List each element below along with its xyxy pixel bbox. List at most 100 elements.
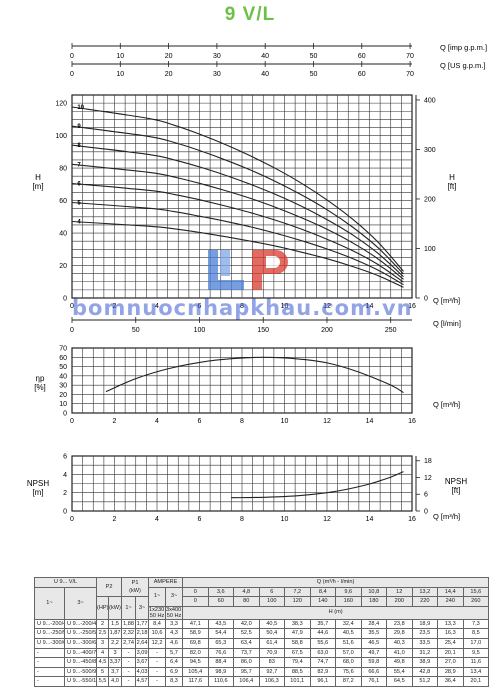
head-value-cell: 47,9 [284, 628, 311, 639]
head-value-cell: 106,3 [258, 676, 286, 687]
top-axis-tick-label: 10 [116, 53, 124, 60]
head-value-cell: 76,1 [360, 676, 388, 687]
head-value-cell: 98,9 [207, 666, 235, 678]
p1-3-cell: 4,57 [135, 676, 150, 687]
q-lmin-cell: 120 [284, 596, 311, 607]
right-tick-label: 6 [424, 492, 428, 499]
ampere-3-cell: 5,7 [165, 647, 184, 659]
ampere-1-sub-header: 1x230 V 50 Hz [148, 605, 167, 620]
h-unit-header: H (m) [182, 605, 490, 620]
head-value-cell: 88,5 [284, 666, 311, 678]
bottom-tick-label: 150 [257, 327, 269, 334]
q-m3h-cell: 4,8 [233, 586, 260, 598]
p1-3-header: 3~ [135, 596, 150, 620]
ampere-3-header: 3~ [165, 586, 184, 607]
hp-cell: 4 [96, 647, 110, 659]
ampere-header: AMPERE [148, 577, 184, 588]
q-lmin-cell: 100 [258, 596, 286, 607]
ampere-1-cell: - [148, 666, 167, 678]
top-axis-tick-label: 70 [406, 53, 414, 60]
q-lmin-cell: 260 [462, 596, 490, 607]
top-axis-tick-label: 0 [70, 53, 74, 60]
p1-3-cell: 1,77 [135, 618, 150, 630]
head-value-cell: 40,3 [386, 637, 413, 649]
ampere-1-cell: 12,2 [148, 637, 167, 649]
head-value-cell: 40,5 [258, 618, 286, 630]
head-value-cell: 57,0 [335, 647, 362, 659]
head-value-cell: 25,4 [437, 637, 464, 649]
hp-cell: 3 [96, 637, 110, 649]
model-3ph-cell: U 9...-400/7 T [63, 647, 98, 659]
head-value-cell: 94,5 [182, 657, 209, 668]
curve-label: 8 [77, 143, 81, 149]
y-axis-label: H [35, 173, 41, 182]
head-value-cell: 18,9 [411, 618, 439, 630]
y2-axis-label: NPSH [445, 477, 467, 486]
head-value-cell: 35,7 [309, 618, 337, 630]
x-tick-label: 4 [155, 516, 159, 523]
head-curve-8 [71, 144, 404, 278]
q-m3h-cell: 12 [386, 586, 413, 598]
bottom-tick-label: 200 [321, 327, 333, 334]
x-tick-label: 10 [281, 418, 289, 425]
head-curve-6 [71, 182, 404, 283]
x-tick-label: 0 [70, 303, 74, 310]
npsh-curve [231, 471, 404, 499]
head-value-cell: 38,9 [411, 657, 439, 668]
model-1ph-cell: - [34, 676, 65, 687]
p1-1-cell: 2,32 [121, 628, 137, 639]
right-tick-label: 200 [424, 196, 436, 203]
table-row: U 9...-200/4U 9...-200/4 T21,51,881,778,… [34, 618, 490, 630]
head-value-cell: 117,6 [182, 676, 209, 687]
head-value-cell: 55,6 [309, 637, 337, 649]
right-tick-label: 0 [424, 509, 428, 516]
head-value-cell: 63,4 [233, 637, 260, 649]
curve-label: 9 [77, 124, 81, 130]
head-curve-chart: 0 10 20 30 40 50 60 70Q [imp g.p.m.]0 10 20 30 40 50… [32, 43, 487, 334]
y-tick-label: 50 [59, 364, 67, 371]
x-tick-label: 0 [70, 516, 74, 523]
ampere-1-header: 1~ [148, 586, 167, 607]
top-axis-label: Q [US g.p.m.] [440, 61, 485, 70]
performance-table: U 9... V/L P2 P1 (kW) AMPERE Q (m³/h - l… [33, 576, 490, 687]
right-tick-label: 400 [424, 97, 436, 104]
y2-axis-label: [ft] [448, 182, 457, 191]
head-value-cell: 79,4 [284, 657, 311, 668]
head-value-cell: 43,5 [207, 618, 235, 630]
kw-cell: 3,7 [108, 666, 123, 678]
x-tick-label: 6 [198, 418, 202, 425]
head-value-cell: 32,4 [335, 618, 362, 630]
y-tick-label: 0 [63, 296, 67, 303]
p1-1-cell: - [121, 666, 137, 678]
head-value-cell: 58,8 [284, 637, 311, 649]
x-tick-label: 8 [240, 303, 244, 310]
head-value-cell: 13,3 [437, 618, 464, 630]
head-value-cell: 86,0 [233, 657, 260, 668]
head-value-cell: 33,5 [411, 637, 439, 649]
y-tick-label: 4 [63, 472, 67, 479]
bottom-tick-label: 250 [385, 327, 397, 334]
bottom-tick-label: 50 [132, 327, 140, 334]
y2-axis-label: [ft] [452, 486, 461, 495]
x-tick-label: 2 [113, 516, 117, 523]
head-value-cell: 110,6 [207, 676, 235, 687]
x-tick-label: 4 [155, 303, 159, 310]
company-logo-icon [208, 250, 288, 290]
ampere-3-sub-header: 3x400 V 50 Hz [165, 605, 184, 620]
model-3ph-cell: U 9...-250/5 T [63, 628, 98, 639]
y-tick-label: 60 [59, 198, 67, 205]
head-value-cell: 96,1 [309, 676, 337, 687]
head-value-cell: 23,8 [386, 618, 413, 630]
head-curve-10 [71, 106, 404, 272]
head-value-cell: 23,5 [411, 628, 439, 639]
y-tick-label: 20 [59, 392, 67, 399]
head-value-cell: 49,8 [386, 657, 413, 668]
model-1ph-cell: - [34, 657, 65, 668]
ampere-3-cell: 4,6 [165, 637, 184, 649]
head-value-cell: 64,5 [386, 676, 413, 687]
model-3ph-cell: U 9...-500/9 T [63, 666, 98, 678]
x-axis-label: Q [m³/h] [433, 400, 460, 409]
head-value-cell: 42,0 [233, 618, 260, 630]
head-value-cell: 35,5 [360, 628, 388, 639]
